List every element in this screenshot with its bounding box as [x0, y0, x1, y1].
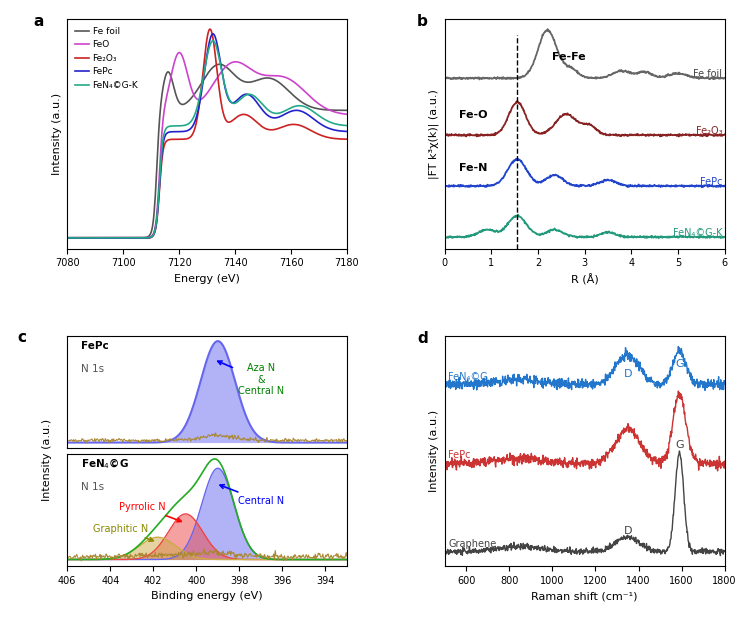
- X-axis label: R (Å): R (Å): [571, 274, 598, 285]
- Fe foil: [336, 106, 345, 114]
- FeO: [230, 58, 239, 66]
- Text: Fe-N: Fe-N: [459, 163, 487, 173]
- Fe foil: [63, 234, 72, 241]
- Text: FeN$_4$©G: FeN$_4$©G: [81, 457, 129, 471]
- FePc: [63, 234, 72, 242]
- Fe foil: [215, 60, 224, 68]
- FeO: [63, 234, 72, 241]
- FeO: [293, 81, 302, 88]
- FeN₄©G-K: [230, 100, 239, 107]
- FeN₄©G-K: [196, 91, 205, 98]
- Text: FePc: FePc: [700, 177, 722, 187]
- Text: N 1s: N 1s: [81, 481, 105, 492]
- FeN₄©G-K: [63, 234, 72, 242]
- Fe foil: [230, 71, 239, 78]
- X-axis label: Binding energy (eV): Binding energy (eV): [152, 592, 263, 601]
- Text: N 1s: N 1s: [81, 364, 105, 374]
- Fe₂O₃: [196, 95, 205, 102]
- Fe₂O₃: [214, 85, 223, 92]
- Fe foil: [342, 106, 351, 114]
- Fe₂O₃: [336, 135, 345, 142]
- Line: Fe foil: Fe foil: [67, 64, 347, 238]
- Fe₂O₃: [293, 121, 302, 128]
- Text: d: d: [417, 332, 427, 346]
- FeN₄©G-K: [197, 82, 206, 90]
- Text: Fe-Fe: Fe-Fe: [552, 52, 586, 62]
- Text: c: c: [17, 330, 26, 345]
- Fe₂O₃: [342, 136, 351, 143]
- Fe foil: [197, 79, 206, 86]
- Text: FeN₄©G: FeN₄©G: [448, 371, 488, 382]
- Line: FeO: FeO: [67, 53, 347, 238]
- Fe₂O₃: [197, 80, 206, 87]
- FePc: [208, 30, 217, 37]
- Text: G: G: [675, 359, 684, 369]
- FeN₄©G-K: [214, 54, 223, 62]
- Text: FePc: FePc: [81, 341, 109, 351]
- FeO: [214, 72, 223, 79]
- FePc: [214, 51, 223, 58]
- Text: FeN₄©G-K: FeN₄©G-K: [673, 228, 722, 238]
- Fe foil: [293, 95, 302, 103]
- FeO: [175, 49, 184, 57]
- Fe₂O₃: [230, 115, 239, 123]
- Text: D: D: [624, 526, 632, 536]
- Text: G: G: [675, 440, 684, 450]
- Fe foil: [214, 60, 223, 68]
- Text: D: D: [624, 369, 632, 379]
- FePc: [196, 97, 205, 104]
- FePc: [342, 128, 351, 135]
- Legend: Fe foil, FeO, Fe₂O₃, FePc, FeN₄©G-K: Fe foil, FeO, Fe₂O₃, FePc, FeN₄©G-K: [72, 23, 142, 93]
- Y-axis label: Intensity (a.u.): Intensity (a.u.): [430, 410, 439, 492]
- Fe₂O₃: [205, 26, 214, 33]
- FeN₄©G-K: [336, 121, 345, 129]
- FeO: [198, 95, 207, 102]
- Y-axis label: Intensity (a.u.): Intensity (a.u.): [52, 93, 62, 175]
- FePc: [293, 106, 302, 114]
- Text: Central N: Central N: [220, 485, 284, 506]
- Text: Intensity (a.u.): Intensity (a.u.): [42, 419, 52, 501]
- FeO: [196, 96, 205, 103]
- FePc: [230, 99, 239, 106]
- FePc: [197, 86, 206, 94]
- FeN₄©G-K: [208, 37, 217, 45]
- Text: Graphene: Graphene: [448, 539, 496, 549]
- Text: Aza N
&
Central N: Aza N & Central N: [218, 361, 284, 396]
- Y-axis label: |FT k³χ(k)| (a.u.): |FT k³χ(k)| (a.u.): [429, 89, 439, 179]
- Text: Fe₂O₃: Fe₂O₃: [695, 126, 722, 136]
- Line: FeN₄©G-K: FeN₄©G-K: [67, 41, 347, 238]
- X-axis label: Energy (eV): Energy (eV): [174, 274, 240, 284]
- X-axis label: Raman shift (cm⁻¹): Raman shift (cm⁻¹): [531, 592, 638, 601]
- FeN₄©G-K: [293, 102, 302, 109]
- FeN₄©G-K: [342, 122, 351, 129]
- Text: a: a: [34, 14, 44, 29]
- Text: Fe-O: Fe-O: [459, 110, 487, 120]
- Fe₂O₃: [63, 234, 72, 242]
- FeO: [342, 111, 351, 118]
- Text: Graphitic N: Graphitic N: [93, 524, 153, 541]
- Fe foil: [196, 81, 205, 89]
- Text: Pyrrolic N: Pyrrolic N: [120, 502, 182, 522]
- Text: Fe foil: Fe foil: [693, 69, 722, 79]
- FePc: [336, 128, 345, 135]
- Text: FePc: FePc: [448, 450, 471, 460]
- Line: Fe₂O₃: Fe₂O₃: [67, 29, 347, 238]
- Text: b: b: [417, 14, 428, 29]
- FeO: [336, 109, 345, 117]
- Line: FePc: FePc: [67, 34, 347, 238]
